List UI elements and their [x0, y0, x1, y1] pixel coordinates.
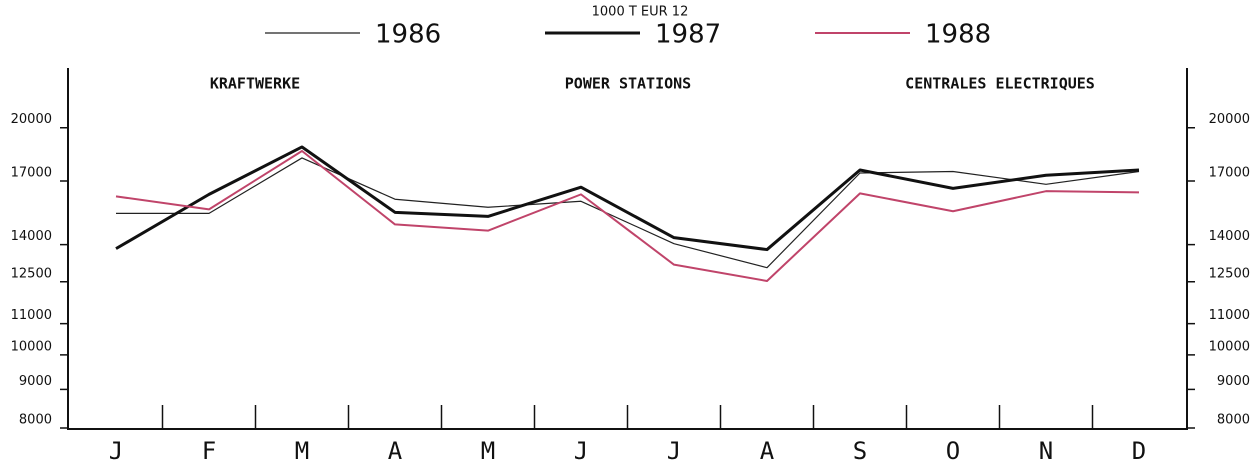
- x-tick-label: M: [481, 437, 495, 465]
- y-tick-label: 9000: [19, 374, 52, 389]
- annotation: CENTRALES ELECTRIQUES: [905, 75, 1095, 93]
- legend-label: 1988: [925, 20, 991, 50]
- y2-tick-label: 10000: [1209, 339, 1250, 354]
- y-tick-label: 10000: [11, 339, 52, 354]
- series-line: [116, 157, 1140, 269]
- y-tick-label: 11000: [11, 308, 52, 323]
- y2-tick-label: 17000: [1209, 165, 1250, 180]
- x-tick-label: N: [1039, 437, 1053, 465]
- y2-tick-label: 14000: [1209, 229, 1250, 244]
- series-line: [115, 149, 1140, 282]
- x-tick-label: F: [202, 437, 216, 465]
- y-tick-label: 8000: [19, 413, 52, 428]
- x-tick-label: S: [853, 437, 867, 465]
- y2-tick-label: 20000: [1209, 112, 1250, 127]
- y-tick-label: 17000: [11, 165, 52, 180]
- x-tick-label: J: [109, 437, 123, 465]
- x-tick-label: J: [574, 437, 588, 465]
- x-tick-label: A: [388, 437, 403, 465]
- y-tick-label: 12500: [11, 266, 52, 281]
- annotation: POWER STATIONS: [565, 75, 691, 93]
- y2-tick-label: 8000: [1217, 413, 1250, 428]
- y2-tick-label: 12500: [1209, 266, 1250, 281]
- y2-tick-label: 11000: [1209, 308, 1250, 323]
- legend-label: 1986: [375, 20, 441, 50]
- x-tick-label: J: [667, 437, 681, 465]
- x-tick-label: M: [295, 437, 309, 465]
- y2-tick-label: 9000: [1217, 374, 1250, 389]
- unit-label: 1000 T EUR 12: [592, 5, 689, 20]
- y-tick-label: 20000: [11, 112, 52, 127]
- legend-label: 1987: [655, 20, 721, 50]
- y-tick-label: 14000: [11, 229, 52, 244]
- series-line: [115, 145, 1140, 252]
- annotation: KRAFTWERKE: [210, 75, 300, 93]
- x-tick-label: D: [1132, 437, 1146, 465]
- x-tick-label: O: [946, 437, 960, 465]
- x-tick-label: A: [760, 437, 775, 465]
